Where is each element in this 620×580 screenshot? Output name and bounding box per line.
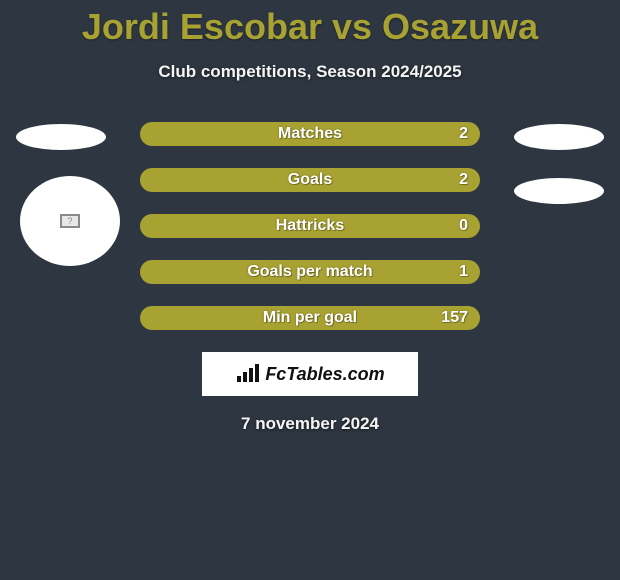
stat-row: Matches 2 bbox=[140, 122, 480, 146]
bars-icon bbox=[235, 364, 261, 384]
stat-label: Matches bbox=[278, 125, 342, 143]
stat-value: 2 bbox=[459, 125, 468, 143]
date-text: 7 november 2024 bbox=[0, 414, 620, 434]
stat-value: 0 bbox=[459, 217, 468, 235]
page-title: Jordi Escobar vs Osazuwa bbox=[0, 0, 620, 48]
stat-label: Goals bbox=[288, 171, 332, 189]
stat-row: Min per goal 157 bbox=[140, 306, 480, 330]
stat-row: Goals per match 1 bbox=[140, 260, 480, 284]
brand-badge: FcTables.com bbox=[202, 352, 418, 396]
stat-label: Goals per match bbox=[247, 263, 372, 281]
stat-label: Hattricks bbox=[276, 217, 344, 235]
stat-row: Hattricks 0 bbox=[140, 214, 480, 238]
subtitle: Club competitions, Season 2024/2025 bbox=[0, 62, 620, 82]
stat-value: 2 bbox=[459, 171, 468, 189]
stats-table: Matches 2 Goals 2 Hattricks 0 Goals per … bbox=[0, 122, 620, 330]
stat-row: Goals 2 bbox=[140, 168, 480, 192]
stat-value: 1 bbox=[459, 263, 468, 281]
stat-label: Min per goal bbox=[263, 309, 357, 327]
brand-text: FcTables.com bbox=[235, 364, 384, 385]
stat-value: 157 bbox=[441, 309, 468, 327]
brand-label: FcTables.com bbox=[265, 364, 384, 385]
